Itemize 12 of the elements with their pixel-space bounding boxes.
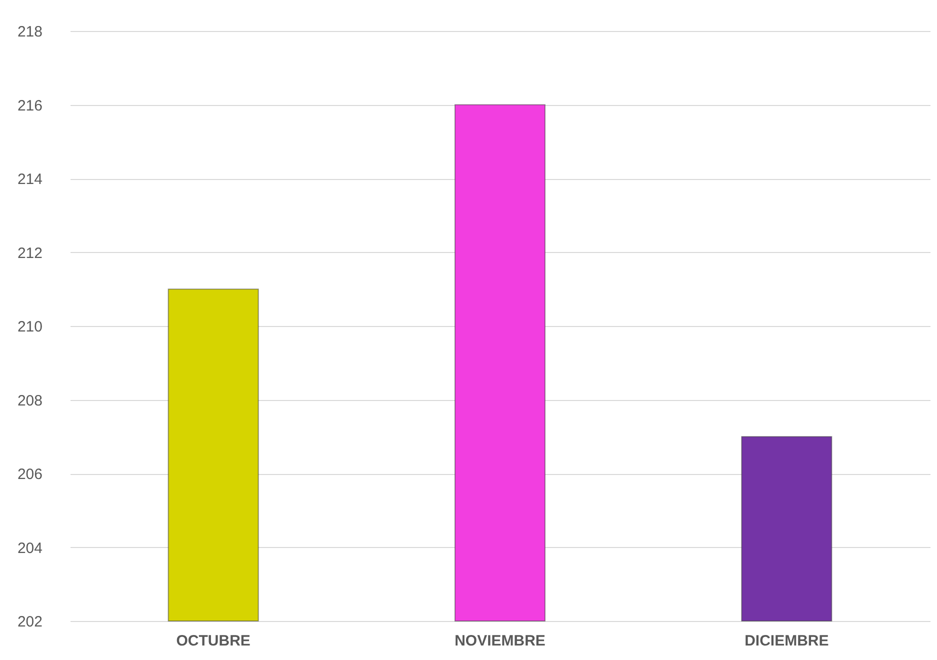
- y-tick-label: 216: [17, 97, 42, 114]
- y-tick-label: 206: [17, 466, 42, 483]
- x-tick-label: NOVIEMBRE: [454, 632, 546, 650]
- y-tick-label: 218: [17, 24, 42, 40]
- x-tick-label: DICIEMBRE: [744, 632, 829, 650]
- y-tick-label: 208: [17, 392, 42, 410]
- y-tick-label: 204: [17, 540, 42, 557]
- y-tick-label: 214: [17, 171, 42, 188]
- y-tick-label: 210: [17, 318, 42, 336]
- y-tick-label: 212: [17, 244, 42, 262]
- y-tick-label: 202: [17, 614, 42, 630]
- x-tick-label: OCTUBRE: [176, 632, 250, 650]
